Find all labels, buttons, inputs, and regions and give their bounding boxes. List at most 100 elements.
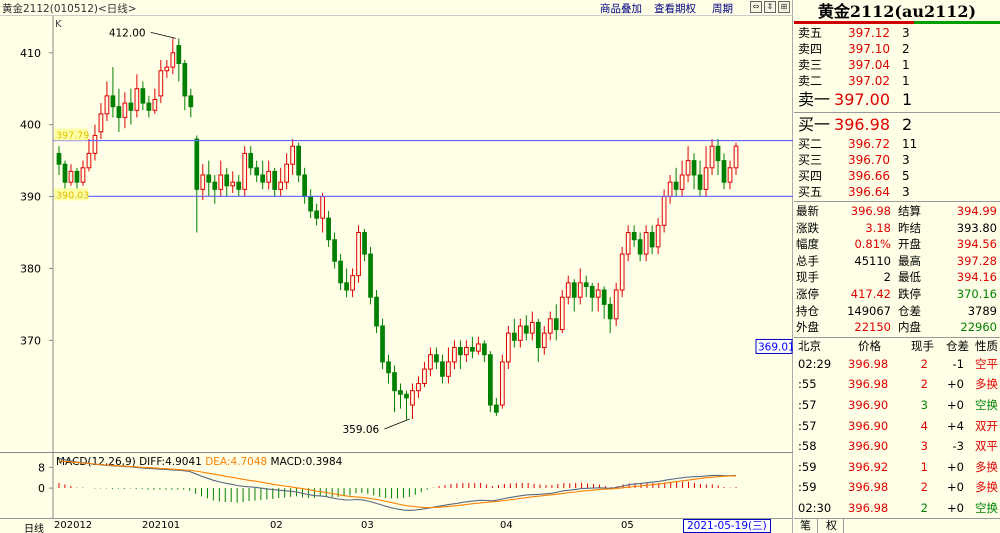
- ask-row[interactable]: 卖二 397.02 1: [794, 73, 1000, 89]
- tick-row[interactable]: 02:29 396.98 2 -1 空平: [794, 354, 1000, 375]
- candle-up: [733, 142, 739, 175]
- candle-body: [62, 163, 68, 183]
- macd-chart[interactable]: 08: [0, 453, 793, 518]
- candle-up: [499, 354, 505, 409]
- tick-price: 396.90: [848, 397, 889, 412]
- view-options-link[interactable]: 查看期权: [654, 3, 696, 15]
- candle-body: [254, 167, 260, 176]
- candle-body: [344, 282, 349, 291]
- candle-down: [176, 38, 182, 82]
- tick-row[interactable]: :59 396.98 2 +0 多换: [794, 477, 1000, 498]
- layout-grid-icon[interactable]: ⊞: [778, 1, 790, 13]
- candle-up: [505, 325, 511, 370]
- candle-up: [709, 139, 715, 175]
- overlay-commodity-link[interactable]: 商品叠加: [600, 3, 642, 15]
- tick-position-change: +0: [947, 397, 964, 412]
- candle-body: [446, 361, 451, 377]
- candle-up: [230, 171, 236, 193]
- bid-volume: 2: [902, 115, 913, 134]
- ask-row[interactable]: 卖五 397.12 3: [794, 25, 1000, 41]
- candle-down: [721, 153, 727, 190]
- candle-down: [715, 139, 721, 175]
- candle-up: [164, 59, 170, 78]
- tick-row[interactable]: :57 396.90 3 +0 空换: [794, 395, 1000, 416]
- ask-row[interactable]: 卖三 397.04 1: [794, 57, 1000, 73]
- ask-price: 397.04: [848, 58, 890, 72]
- candle-body: [56, 152, 62, 165]
- tick-row[interactable]: 02:30 396.98 2 +0 空换: [794, 498, 1000, 519]
- candle-down: [398, 383, 403, 409]
- stat-value: 393.80: [956, 220, 997, 235]
- candle-up: [356, 225, 361, 283]
- candle-down: [260, 160, 266, 190]
- ask-price: 397.00: [834, 90, 890, 109]
- candlestick-chart[interactable]: 370 380 390 400 410 K 397.79 390.03 412.00 359.06…: [0, 16, 793, 453]
- candle-up: [476, 336, 481, 355]
- period-link[interactable]: 周期: [712, 3, 733, 15]
- tick-header-vol: 现手: [911, 338, 934, 353]
- candle-body: [637, 239, 643, 255]
- candle-down: [248, 146, 254, 175]
- tick-row[interactable]: :59 396.92 1 +0 多换: [794, 457, 1000, 478]
- stat-value: 397.28: [956, 253, 997, 268]
- tick-volume: 3: [920, 439, 928, 454]
- ask-row[interactable]: 卖一 397.00 1: [794, 89, 1000, 111]
- stat-label: 开盘: [898, 237, 921, 252]
- chart-area[interactable]: 黄金2112(010512)<日线> 商品叠加 查看期权 周期 ⇔ ⇕ ⊞ 37…: [0, 0, 793, 533]
- candle-up: [619, 246, 625, 298]
- candle-body: [248, 152, 254, 169]
- diff-legend-value: 4.9041: [165, 456, 202, 468]
- candle-down: [488, 351, 493, 413]
- candle-body: [356, 232, 361, 277]
- candle-body: [242, 152, 248, 190]
- tick-nature: 空换: [975, 500, 998, 515]
- candle-up: [452, 340, 457, 370]
- y-tick-label: 400: [20, 119, 41, 132]
- macd-tick-label: 0: [38, 482, 45, 495]
- candle-up: [517, 318, 523, 348]
- tick-row[interactable]: :58 396.90 3 -3 双平: [794, 436, 1000, 457]
- candle-up: [68, 164, 74, 186]
- quote-panel: 黄金2112(au2112) 卖五 397.12 3 卖四 397.10 2 卖三 397.0…: [794, 0, 1000, 533]
- stat-row: 幅度 0.81% 开盘 394.56: [794, 236, 1000, 253]
- candle-body: [625, 232, 631, 255]
- tick-row[interactable]: :55 396.98 2 +0 多换: [794, 374, 1000, 395]
- tick-volume: 2: [920, 377, 928, 392]
- candle-up: [290, 139, 296, 175]
- diff-legend-name: DIFF: [139, 456, 162, 468]
- bid-row[interactable]: 买四 396.66 5: [794, 168, 1000, 184]
- expand-horizontal-icon[interactable]: ⇔: [750, 1, 762, 13]
- candle-body: [182, 63, 188, 97]
- ask-volume: 1: [902, 74, 910, 88]
- bid-row[interactable]: 买二 396.72 11: [794, 136, 1000, 152]
- ask-price: 397.10: [848, 42, 890, 56]
- bid-row[interactable]: 买三 396.70 3: [794, 152, 1000, 168]
- candle-up: [152, 88, 158, 114]
- stat-value: 394.16: [956, 270, 997, 285]
- candle-body: [212, 181, 218, 190]
- candle-body: [458, 347, 463, 356]
- expand-vertical-icon[interactable]: ⇕: [764, 1, 776, 13]
- candle-up: [703, 146, 709, 197]
- x-tick-label: 03: [361, 520, 374, 531]
- ask-row[interactable]: 卖四 397.10 2: [794, 41, 1000, 57]
- candle-body: [200, 174, 206, 190]
- candle-up: [320, 192, 325, 233]
- candle-body: [703, 167, 709, 190]
- candle-body: [374, 296, 379, 327]
- candle-down: [116, 88, 122, 132]
- candle-body: [595, 289, 601, 298]
- tab-rights[interactable]: 权: [820, 519, 844, 533]
- bid-row[interactable]: 买五 396.64 3: [794, 184, 1000, 200]
- candle-body: [709, 145, 715, 169]
- bid-row[interactable]: 买一 396.98 2: [794, 114, 1000, 136]
- tick-list[interactable]: 02:29 396.98 2 -1 空平:55 396.98 2 +0 多换:57 396.90 3…: [794, 354, 1000, 519]
- candle-body: [733, 145, 739, 169]
- candle-body: [649, 232, 655, 248]
- tick-row[interactable]: :57 396.90 4 +4 双开: [794, 416, 1000, 437]
- cursor-price-box: [755, 338, 793, 354]
- tick-time: 02:30: [798, 500, 832, 515]
- stat-label: 结算: [898, 204, 921, 218]
- tab-ticks[interactable]: 笔: [794, 519, 818, 533]
- candle-body: [386, 361, 391, 374]
